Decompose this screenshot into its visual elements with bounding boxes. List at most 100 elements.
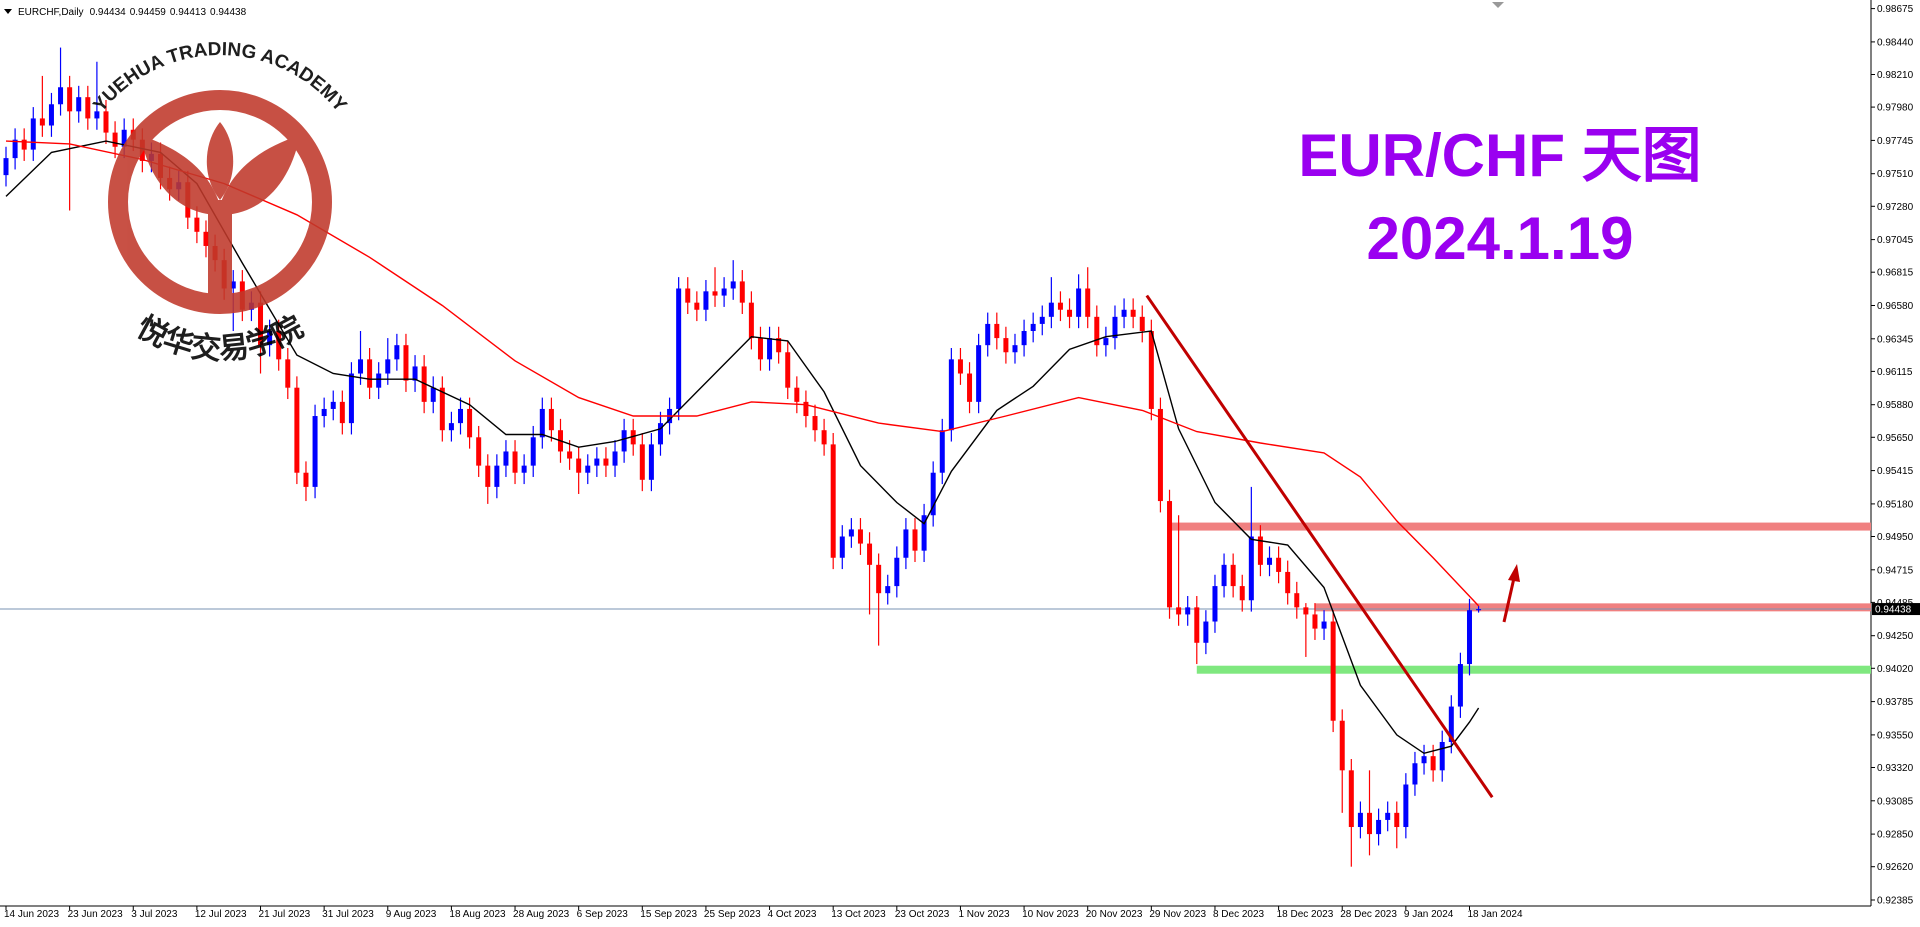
candle-body [739, 281, 745, 303]
candle-body [794, 387, 800, 402]
candle-body [439, 387, 445, 431]
candle-body [1057, 302, 1063, 310]
candle-body [1330, 621, 1336, 721]
candle-body [448, 423, 454, 431]
y-tick-label: 0.94950 [1877, 532, 1914, 543]
header-open: 0.94434 [90, 7, 127, 18]
y-tick-label: 0.97745 [1877, 136, 1914, 147]
candle-body [67, 87, 73, 112]
candle-body [521, 465, 527, 473]
y-tick-label: 0.95650 [1877, 433, 1914, 444]
candle-body [812, 416, 818, 431]
candle-body [939, 430, 945, 473]
candle-body [1348, 770, 1354, 828]
candle-body [276, 331, 282, 360]
candle-body [112, 132, 118, 147]
x-tick-label: 18 Aug 2023 [449, 909, 506, 920]
y-tick-label: 0.98210 [1877, 70, 1914, 81]
candle-body [48, 104, 54, 126]
candle-body [603, 458, 609, 466]
y-tick-label: 0.96580 [1877, 301, 1914, 312]
candle-body [1321, 621, 1327, 629]
candle-body [712, 291, 718, 296]
candle-body [467, 408, 473, 438]
candle-body [703, 291, 709, 310]
candle-body [957, 359, 963, 374]
candle-body [1212, 586, 1218, 622]
candle-body [367, 359, 373, 388]
x-tick-label: 18 Dec 2023 [1277, 909, 1334, 920]
logo-ring [108, 90, 332, 314]
candle-body [76, 97, 82, 112]
y-tick-label: 0.96815 [1877, 268, 1914, 279]
x-tick-label: 9 Aug 2023 [386, 909, 437, 920]
candle-body [1176, 607, 1182, 615]
x-tick-label: 25 Sep 2023 [704, 909, 761, 920]
y-tick-label: 0.93785 [1877, 697, 1914, 708]
candle-body [121, 129, 127, 147]
candle-body [948, 359, 954, 431]
candle-body [994, 323, 1000, 339]
candle-body [876, 564, 882, 594]
candle-body [967, 373, 973, 402]
symbol-label: EURCHF,Daily [18, 7, 84, 18]
price-box-label: 0.94438 [1875, 605, 1912, 616]
x-tick-label: 23 Jun 2023 [68, 909, 123, 920]
moving-average [5, 140, 1480, 607]
candle-body [867, 543, 873, 565]
candle-body [1448, 706, 1454, 742]
candle-body [1067, 309, 1073, 317]
candle-body [476, 437, 482, 466]
header-close: 0.94438 [210, 7, 247, 18]
candle-body [1303, 607, 1309, 615]
candle-body [1267, 557, 1273, 565]
y-tick-label: 0.93085 [1877, 796, 1914, 807]
logo-stem [208, 200, 232, 300]
x-tick-label: 28 Dec 2023 [1340, 909, 1397, 920]
candle-body [885, 586, 891, 594]
candle-body [394, 345, 400, 360]
candle-body [721, 288, 727, 296]
candle-body [203, 231, 209, 246]
candle-body [1430, 756, 1436, 771]
candle-body [767, 338, 773, 360]
candle-body [1257, 536, 1263, 565]
level-zone [1196, 665, 1871, 674]
candle-body [1367, 812, 1372, 835]
candle-body [1221, 564, 1227, 587]
candle-body [548, 408, 554, 431]
candle-body [294, 387, 300, 473]
candle-body [458, 408, 463, 424]
x-tick-label: 14 Jun 2023 [4, 909, 59, 920]
candle-body [567, 451, 573, 459]
y-tick-label: 0.94250 [1877, 631, 1914, 642]
candle-body [1112, 316, 1118, 339]
candle-body [594, 458, 600, 466]
candle-body [430, 387, 436, 402]
candle-body [1357, 812, 1363, 828]
candle-body [85, 97, 91, 119]
y-tick-label: 0.93320 [1877, 763, 1914, 774]
candle-body [985, 323, 991, 346]
candle-body [1148, 331, 1154, 409]
candle-body [412, 366, 418, 381]
candle-body [1439, 741, 1445, 771]
logo-bud [206, 122, 234, 200]
candle-body [1239, 586, 1245, 601]
candle-body [30, 118, 36, 150]
candle-body [1339, 720, 1345, 771]
candle-body [12, 139, 18, 159]
candle-body [1076, 288, 1082, 317]
candle-body [803, 401, 809, 417]
candle-body [330, 401, 336, 409]
candle-body [1012, 345, 1018, 353]
y-tick-label: 0.98440 [1877, 37, 1914, 48]
candle-body [912, 529, 918, 551]
x-tick-label: 3 Jul 2023 [131, 909, 178, 920]
header: EURCHF,Daily 0.94434 0.94459 0.94413 0.94438 [18, 7, 247, 18]
candle-body [485, 465, 491, 487]
candle-body [1194, 607, 1200, 643]
candle-body [494, 465, 500, 487]
candle-body [321, 408, 327, 417]
